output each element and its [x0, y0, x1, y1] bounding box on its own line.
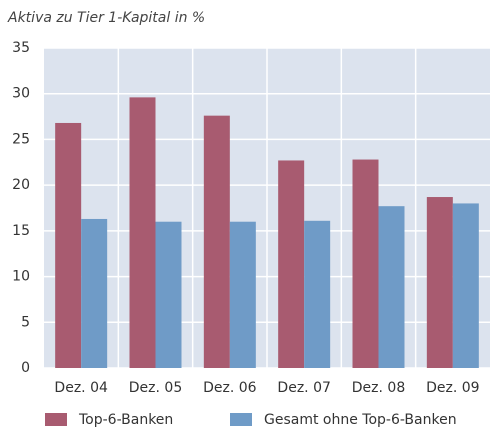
- y-tick-label: 30: [12, 86, 30, 102]
- legend-label: Gesamt ohne Top-6-Banken: [264, 412, 457, 428]
- legend-label: Top-6-Banken: [78, 412, 173, 428]
- x-tick-label: Dez. 06: [203, 380, 257, 396]
- bar: [426, 197, 453, 368]
- bar: [378, 206, 405, 368]
- x-tick-label: Dez. 05: [129, 380, 182, 396]
- bar: [352, 159, 379, 368]
- chart-title: Aktiva zu Tier 1-Kapital in %: [7, 10, 205, 26]
- bar: [452, 203, 479, 368]
- legend-swatch: [230, 413, 252, 426]
- x-tick-label: Dez. 07: [277, 380, 330, 396]
- bar: [203, 115, 230, 369]
- x-tick-label: Dez. 04: [54, 380, 108, 396]
- y-tick-label: 10: [12, 269, 30, 285]
- y-tick-label: 25: [12, 131, 30, 147]
- y-tick-label: 0: [21, 360, 30, 376]
- bar: [278, 160, 305, 368]
- y-tick-label: 15: [12, 223, 30, 239]
- y-tick-label: 35: [12, 40, 30, 56]
- bar: [304, 220, 331, 368]
- x-tick-label: Dez. 08: [352, 380, 405, 396]
- x-tick-label: Dez. 09: [426, 380, 479, 396]
- bar: [229, 221, 256, 368]
- bar: [81, 218, 108, 368]
- bar: [55, 122, 82, 368]
- y-tick-label: 5: [21, 314, 30, 330]
- legend-swatch: [45, 413, 67, 426]
- y-tick-label: 20: [12, 177, 30, 193]
- bar: [155, 221, 182, 368]
- bar: [129, 97, 156, 368]
